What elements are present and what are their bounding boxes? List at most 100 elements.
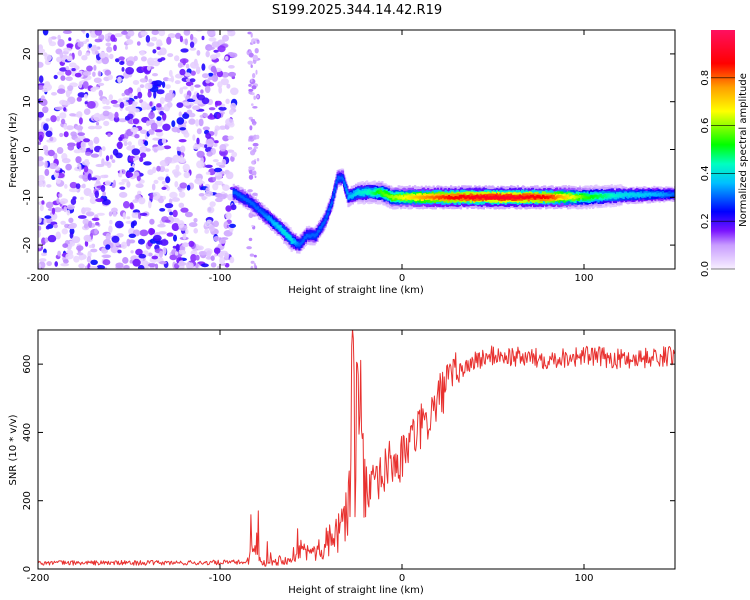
noise-blob bbox=[185, 63, 190, 69]
noise-blob bbox=[132, 80, 140, 85]
noise-blob bbox=[158, 231, 167, 235]
noise-blob bbox=[160, 57, 166, 61]
noise-blob bbox=[151, 80, 158, 86]
noise-blob bbox=[117, 76, 122, 84]
noise-blob bbox=[150, 122, 158, 131]
ridge-cell bbox=[486, 195, 489, 198]
noise-blob bbox=[125, 45, 128, 50]
ridge-cell bbox=[446, 196, 449, 200]
noise-blob bbox=[38, 263, 42, 269]
noise-blob bbox=[148, 129, 155, 135]
noise-blob bbox=[55, 231, 61, 240]
noise-blob bbox=[185, 229, 189, 235]
noise-blob bbox=[229, 256, 235, 264]
noise-blob bbox=[169, 191, 178, 199]
ridge-cell bbox=[315, 232, 318, 236]
snr-x-axis-label: Height of straight line (km) bbox=[288, 585, 424, 596]
noise-blob bbox=[255, 134, 260, 140]
noise-blob bbox=[95, 163, 105, 168]
noise-blob bbox=[65, 66, 70, 71]
noise-blob bbox=[156, 116, 162, 121]
noise-blob bbox=[126, 39, 134, 45]
noise-blob bbox=[215, 172, 223, 181]
noise-blob bbox=[44, 215, 52, 219]
noise-blob bbox=[43, 123, 49, 131]
ridge-cell bbox=[267, 215, 270, 219]
noise-blob bbox=[219, 194, 227, 200]
noise-blob bbox=[78, 81, 83, 89]
spectrogram-y-tick-label: -10 bbox=[22, 189, 33, 205]
noise-blob bbox=[108, 225, 113, 234]
noise-blob bbox=[224, 252, 230, 259]
noise-blob bbox=[63, 123, 68, 130]
noise-blob bbox=[88, 244, 93, 249]
noise-blob bbox=[116, 233, 124, 238]
noise-blob bbox=[149, 218, 155, 225]
noise-blob bbox=[87, 101, 96, 109]
noise-blob bbox=[129, 202, 134, 210]
noise-blob bbox=[162, 195, 166, 200]
ridge-cell bbox=[551, 196, 554, 200]
noise-blob bbox=[87, 125, 96, 130]
snr-x-tick-label: -100 bbox=[209, 573, 232, 584]
noise-blob bbox=[118, 136, 123, 142]
ridge-cell bbox=[494, 194, 497, 198]
noise-blob bbox=[68, 37, 72, 42]
noise-blob bbox=[48, 162, 58, 170]
noise-blob bbox=[216, 126, 220, 130]
noise-blob bbox=[110, 99, 118, 104]
noise-blob bbox=[76, 96, 82, 102]
ridge-cell bbox=[347, 196, 350, 200]
noise-blob bbox=[70, 131, 77, 137]
noise-blob bbox=[217, 45, 226, 53]
noise-blob bbox=[93, 64, 97, 71]
ridge-cell bbox=[604, 193, 607, 197]
noise-blob bbox=[206, 30, 216, 36]
ridge-cell bbox=[617, 194, 620, 198]
noise-blob bbox=[107, 133, 111, 137]
noise-blob bbox=[94, 190, 100, 199]
noise-blob bbox=[105, 232, 111, 241]
ridge-cell bbox=[631, 192, 634, 196]
noise-blob bbox=[59, 51, 64, 59]
noise-blob bbox=[126, 181, 131, 188]
noise-blob bbox=[56, 115, 60, 122]
noise-blob bbox=[156, 46, 161, 50]
noise-blob bbox=[181, 129, 189, 135]
noise-blob bbox=[175, 243, 180, 252]
noise-blob bbox=[172, 245, 177, 249]
noise-blob bbox=[165, 92, 173, 101]
noise-blob bbox=[205, 256, 212, 260]
noise-blob bbox=[164, 156, 172, 164]
noise-blob bbox=[38, 85, 45, 90]
noise-blob bbox=[54, 261, 58, 267]
noise-blob bbox=[38, 180, 44, 187]
noise-blob bbox=[60, 118, 66, 125]
noise-blob bbox=[38, 75, 44, 83]
noise-blob bbox=[57, 250, 61, 257]
noise-blob bbox=[60, 75, 66, 81]
noise-blob bbox=[78, 117, 83, 125]
noise-blob bbox=[195, 66, 201, 75]
noise-blob bbox=[119, 169, 123, 178]
noise-blob bbox=[256, 41, 260, 44]
noise-blob bbox=[136, 175, 141, 182]
noise-blob bbox=[248, 52, 254, 58]
ridge-cell bbox=[408, 197, 411, 200]
ridge-cell bbox=[249, 200, 252, 203]
noise-blob bbox=[46, 184, 52, 188]
noise-blob bbox=[86, 256, 92, 263]
noise-blob bbox=[150, 36, 158, 42]
noise-blob bbox=[42, 52, 48, 57]
noise-blob bbox=[101, 158, 105, 166]
noise-blob bbox=[226, 83, 231, 89]
ridge-cell bbox=[328, 207, 331, 211]
noise-blob bbox=[107, 74, 114, 81]
spectrogram-x-tick-label: 0 bbox=[399, 273, 405, 284]
noise-blob bbox=[252, 73, 256, 79]
spectrogram-y-tick-label: -20 bbox=[22, 237, 33, 253]
noise-blob bbox=[157, 51, 163, 56]
noise-blob bbox=[64, 184, 68, 189]
noise-blob bbox=[113, 116, 120, 123]
